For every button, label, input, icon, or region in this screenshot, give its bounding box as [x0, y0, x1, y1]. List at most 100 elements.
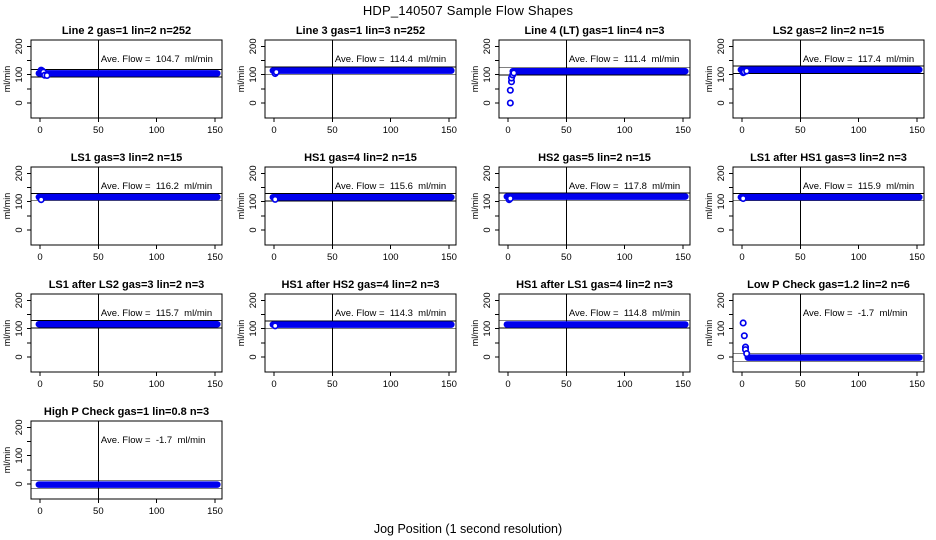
- x-tick-label: 50: [561, 252, 572, 263]
- y-tick-label: 0: [14, 354, 25, 359]
- x-tick-label: 0: [37, 379, 42, 390]
- y-tick-label: 100: [716, 321, 727, 337]
- y-axis-title: ml/min: [2, 320, 12, 347]
- x-tick-label: 0: [739, 125, 744, 136]
- x-tick-label: 0: [37, 506, 42, 517]
- flow-point: [271, 322, 279, 330]
- x-tick-label: 100: [149, 506, 165, 517]
- y-tick-label: 0: [248, 100, 259, 105]
- y-tick-label: 200: [248, 38, 259, 54]
- y-tick-label: 0: [248, 354, 259, 359]
- y-tick-label: 200: [14, 292, 25, 308]
- y-tick-label: 100: [14, 194, 25, 210]
- y-tick-label: 200: [482, 38, 493, 54]
- panel-title: Low P Check gas=1.2 lin=2 n=6: [747, 279, 910, 291]
- x-tick-label: 100: [149, 125, 165, 136]
- y-axis-title: ml/min: [236, 320, 246, 347]
- x-axis: 0 50 100 150: [505, 118, 691, 136]
- flow-panel: LS2 gas=2 lin=2 n=15 0 50 100 150 0 100 200 ml/m…: [704, 25, 925, 136]
- plot-box: [498, 166, 691, 246]
- y-axis: 0 100 200: [716, 165, 733, 233]
- x-tick-label: 50: [795, 252, 806, 263]
- y-tick-label: 0: [716, 100, 727, 105]
- x-tick-label: 150: [675, 379, 691, 390]
- ave-flow-annotation: Ave. Flow = 111.4 ml/min: [569, 54, 680, 65]
- flow-panel: Line 3 gas=1 lin=3 n=252 0 50 100 150 0 100 200…: [236, 25, 457, 136]
- x-tick-label: 100: [617, 379, 633, 390]
- y-axis-title: ml/min: [236, 193, 246, 220]
- y-tick-label: 200: [482, 165, 493, 181]
- panel-title: HS2 gas=5 lin=2 n=15: [538, 152, 651, 164]
- plot-box: [30, 293, 223, 373]
- x-axis: 0 50 100 150: [37, 245, 223, 263]
- flow-point: [743, 350, 751, 358]
- x-tick-label: 100: [851, 125, 867, 136]
- y-tick-label: 0: [482, 100, 493, 105]
- ave-flow-annotation: Ave. Flow = -1.7 ml/min: [803, 308, 908, 319]
- x-tick-label: 50: [327, 125, 338, 136]
- flow-point: [740, 332, 748, 340]
- y-tick-label: 100: [14, 321, 25, 337]
- plot-box: [264, 166, 457, 246]
- panel-title: LS2 gas=2 lin=2 n=15: [773, 25, 885, 37]
- ave-flow-annotation: Ave. Flow = 116.2 ml/min: [101, 181, 212, 192]
- y-axis: 0 100 200: [716, 292, 733, 360]
- x-tick-label: 150: [441, 252, 457, 263]
- panel-title: HS1 after HS2 gas=4 lin=2 n=3: [281, 279, 439, 291]
- y-tick-label: 200: [716, 38, 727, 54]
- y-axis-title: ml/min: [2, 447, 12, 474]
- y-tick-label: 100: [248, 321, 259, 337]
- x-tick-label: 150: [909, 379, 925, 390]
- x-axis-label: Jog Position (1 second resolution): [373, 522, 563, 536]
- x-tick-label: 0: [505, 379, 510, 390]
- x-tick-label: 0: [271, 379, 276, 390]
- x-tick-label: 0: [739, 379, 744, 390]
- y-axis-title: ml/min: [236, 66, 246, 93]
- y-tick-label: 100: [482, 321, 493, 337]
- y-axis: 0 100 200: [716, 38, 733, 106]
- ave-flow-annotation: Ave. Flow = 114.4 ml/min: [335, 54, 446, 65]
- flow-panel: High P Check gas=1 lin=0.8 n=30 50 100 1500…: [2, 406, 223, 517]
- flow-point: [743, 67, 751, 75]
- y-axis: 0 100 200: [248, 292, 265, 360]
- y-axis-title: ml/min: [470, 320, 480, 347]
- y-axis: 0 100 200: [14, 38, 31, 106]
- x-tick-label: 100: [149, 252, 165, 263]
- ave-flow-annotation: Ave. Flow = 114.8 ml/min: [569, 308, 680, 319]
- flow-point: [506, 194, 514, 203]
- y-axis: 0 100 200: [482, 165, 499, 233]
- plot-box: [498, 293, 691, 373]
- y-tick-label: 200: [14, 419, 25, 435]
- x-axis: 0 50 100 150: [37, 499, 223, 517]
- x-tick-label: 50: [93, 506, 104, 517]
- flow-panel: HS1 gas=4 lin=2 n=15 0 50 100 150 0 100 200 ml/m…: [236, 152, 457, 263]
- ave-flow-annotation: Ave. Flow = 117.8 ml/min: [569, 181, 680, 192]
- plot-box: [30, 39, 223, 119]
- y-axis: 0 100 200: [14, 165, 31, 233]
- panel-title: Line 2 gas=1 lin=2 n=252: [62, 25, 191, 37]
- y-tick-label: 0: [716, 354, 727, 359]
- flow-panel: HS2 gas=5 lin=2 n=15 0 50 100 150 0 100 200 ml/m…: [470, 152, 691, 263]
- y-tick-label: 100: [14, 67, 25, 83]
- x-tick-label: 100: [617, 252, 633, 263]
- y-tick-label: 200: [716, 165, 727, 181]
- x-axis: 0 50 100 150: [271, 372, 457, 390]
- x-tick-label: 150: [207, 506, 223, 517]
- y-axis: 0 100 200: [482, 292, 499, 360]
- x-tick-label: 100: [617, 125, 633, 136]
- y-tick-label: 200: [248, 165, 259, 181]
- y-tick-label: 200: [716, 292, 727, 308]
- x-tick-label: 150: [675, 252, 691, 263]
- x-tick-label: 50: [93, 252, 104, 263]
- y-tick-label: 0: [482, 227, 493, 232]
- x-tick-label: 0: [739, 252, 744, 263]
- flow-point: [43, 71, 51, 80]
- y-tick-label: 200: [482, 292, 493, 308]
- plot-box: [264, 39, 457, 119]
- flow-point: [510, 69, 518, 77]
- panel-title: HS1 after LS1 gas=4 lin=2 n=3: [516, 279, 673, 291]
- y-tick-label: 200: [248, 292, 259, 308]
- plot-box: [732, 39, 925, 119]
- ave-flow-annotation: Ave. Flow = 115.6 ml/min: [335, 181, 446, 192]
- flow-point: [37, 196, 45, 204]
